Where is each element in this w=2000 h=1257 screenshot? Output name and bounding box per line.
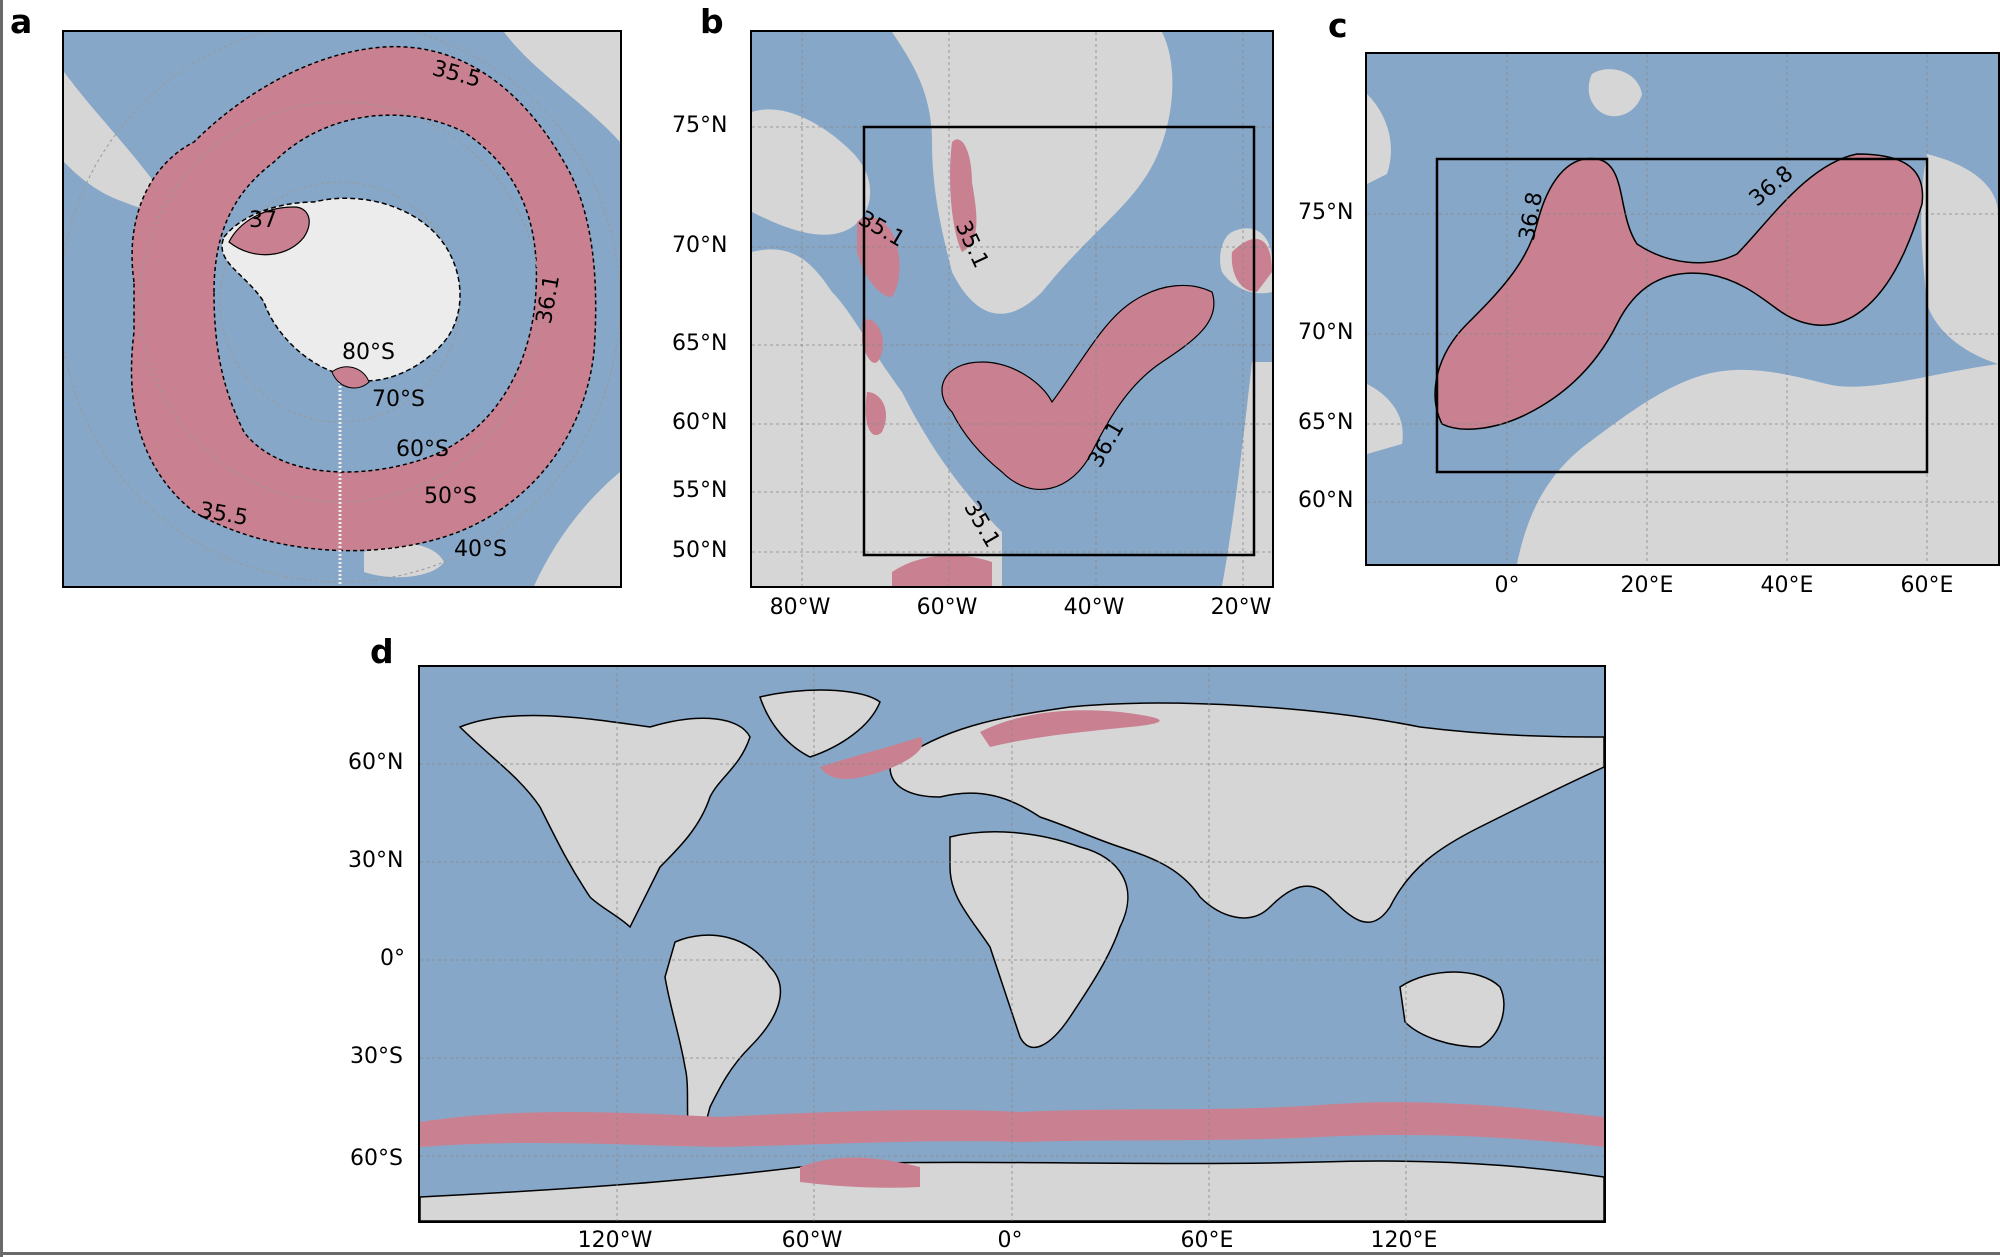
panel-b-ytick-75n: 75°N [672, 113, 728, 138]
panel-b-land-br [1222, 362, 1272, 586]
panel-a-highlight-weddell [228, 206, 310, 256]
panel-b-ytick-50n: 50°N [672, 538, 728, 563]
panel-a-map: 80°S 70°S 60°S 50°S 40°S 35.5 37 36.1 35… [62, 30, 622, 588]
panel-d-ytick-0: 0° [380, 946, 405, 971]
panel-b-highlight-davis [950, 139, 977, 252]
panel-d-highlight-weddell [800, 1157, 920, 1188]
panel-d-xtick-120w: 120°W [577, 1228, 653, 1253]
panel-b-baffin [752, 109, 871, 235]
panel-c-ytick-60n: 60°N [1298, 488, 1354, 513]
panel-d-highlight-natl [820, 737, 923, 779]
panel-b-highlight-baffin [857, 216, 900, 297]
panel-d-xtick-120e: 120°E [1370, 1228, 1438, 1253]
panel-c-letter: c [1328, 6, 1348, 45]
panel-c-xtick-20e: 20°E [1620, 573, 1674, 598]
panel-b-ytick-55n: 55°N [672, 478, 728, 503]
panel-c-land-right [1921, 154, 1998, 364]
panel-c-ytick-70n: 70°N [1298, 320, 1354, 345]
panel-d-australia [1399, 971, 1505, 1048]
panel-b-highlight-east [1231, 238, 1272, 292]
panel-b-xtick-60w: 60°W [916, 595, 978, 620]
panel-c-highlight [1434, 153, 1924, 430]
panel-b-ytick-60n: 60°N [672, 410, 728, 435]
panel-d-letter: d [370, 632, 394, 671]
panel-a-lat-60s: 60°S [396, 437, 449, 462]
panel-d-ytick-30n: 30°N [348, 848, 404, 873]
panel-b-ytick-70n: 70°N [672, 233, 728, 258]
panel-c-ytick-75n: 75°N [1298, 200, 1354, 225]
panel-c-xtick-40e: 40°E [1760, 573, 1814, 598]
panel-c-xtick-60e: 60°E [1900, 573, 1954, 598]
panel-a-land-left [64, 72, 163, 210]
panel-c-region-box [1435, 157, 1929, 474]
panel-a-contour-label-37: 37 [249, 208, 277, 233]
panel-c-land-left [1367, 384, 1403, 454]
panel-c-land-topleft [1367, 94, 1391, 184]
panel-b-region-box [862, 125, 1256, 557]
panel-c-scandinavia [1517, 364, 1998, 564]
panel-d-svg [420, 667, 1604, 1221]
panel-b-ytick-65n: 65°N [672, 331, 728, 356]
panel-d-xtick-60w: 60°W [781, 1228, 843, 1253]
panel-d-africa [949, 831, 1129, 1049]
panel-d-highlight-nordic [980, 710, 1160, 747]
panel-d-ytick-60s: 60°S [350, 1146, 403, 1171]
panel-b-map: 35.1 35.1 36.1 35.1 [750, 30, 1274, 588]
panel-a-letter: a [10, 2, 33, 41]
frame-bottom [0, 1252, 2000, 1255]
panel-a-highlight-ross [331, 366, 370, 389]
panel-a-lat-40s: 40°S [454, 537, 507, 562]
panel-b-svg [752, 32, 1272, 586]
frame-left [0, 0, 3, 1257]
panel-d-greenland [759, 689, 881, 758]
panel-d-ytick-60n: 60°N [348, 750, 404, 775]
panel-a-lat-50s: 50°S [424, 484, 477, 509]
panel-a-land-topright [504, 32, 620, 142]
panel-c-svg [1367, 54, 1998, 564]
panel-b-highlight-south [892, 555, 992, 586]
panel-b-letter: b [700, 2, 724, 41]
panel-a-svg [64, 32, 620, 586]
panel-d-north-america [458, 714, 751, 929]
panel-d-ytick-30s: 30°S [350, 1044, 403, 1069]
panel-d-map [418, 665, 1606, 1223]
panel-c-xtick-0: 0° [1494, 573, 1520, 598]
panel-b-highlight-atlantic [941, 284, 1215, 490]
panel-a-salinity-ring [130, 45, 597, 552]
panel-c-ytick-65n: 65°N [1298, 410, 1354, 435]
panel-a-land-botright [534, 472, 620, 586]
panel-a-lat-80s: 80°S [342, 340, 395, 365]
panel-c-map: 36.8 36.8 [1365, 52, 2000, 566]
panel-b-xtick-20w: 20°W [1210, 595, 1272, 620]
panel-d-xtick-0: 0° [997, 1228, 1023, 1253]
panel-b-xtick-40w: 40°W [1063, 595, 1125, 620]
panel-d-south-america [664, 934, 782, 1139]
panel-a-lat-70s: 70°S [372, 387, 425, 412]
panel-b-xtick-80w: 80°W [769, 595, 831, 620]
panel-d-eurasia [889, 702, 1604, 923]
panel-b-greenland [892, 32, 1173, 314]
panel-c-svalbard [1588, 69, 1642, 117]
panel-d-xtick-60e: 60°E [1180, 1228, 1234, 1253]
panel-b-highlight-labrador [862, 319, 883, 363]
